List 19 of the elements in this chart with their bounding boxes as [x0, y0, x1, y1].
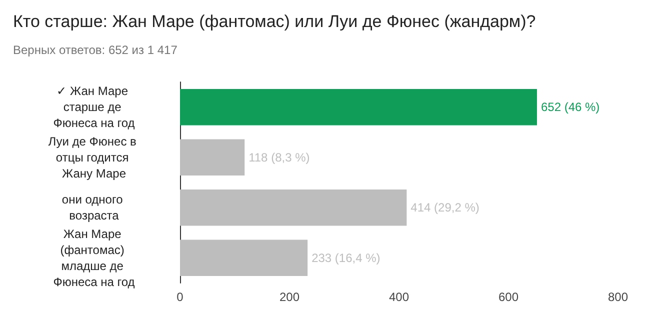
bar: [180, 139, 245, 176]
data-label: 118 (8,3 %): [248, 150, 310, 164]
x-tick-label: 200: [279, 290, 300, 304]
bar: [180, 190, 407, 226]
x-tick-label: 0: [176, 290, 184, 304]
data-label: 652 (46 %): [540, 100, 600, 114]
x-tick-label: 400: [388, 290, 410, 304]
bar: [180, 89, 537, 126]
chart-subtitle: Верных ответов: 652 из 1 417: [13, 43, 178, 57]
y-tick-label: они одного возраста: [62, 192, 126, 223]
y-tick-label: Луи де Фюнес в отцы годится Жану Маре: [48, 134, 140, 180]
bar: [180, 240, 308, 276]
x-tick-label: 800: [608, 290, 628, 304]
x-tick-label: 600: [498, 290, 519, 304]
y-tick-label: Жан Маре (фантомас) младше де Фюнеса на год: [53, 226, 135, 289]
y-tick-label: ✓ Жан Маре старше де Фюнеса на год: [53, 84, 135, 130]
chart-title: Кто старше: Жан Маре (фантомас) или Луи де Фюнес (жандарм)?: [13, 12, 536, 31]
data-label: 233 (16,4 %): [312, 250, 380, 265]
data-label: 414 (29,2 %): [410, 200, 480, 215]
